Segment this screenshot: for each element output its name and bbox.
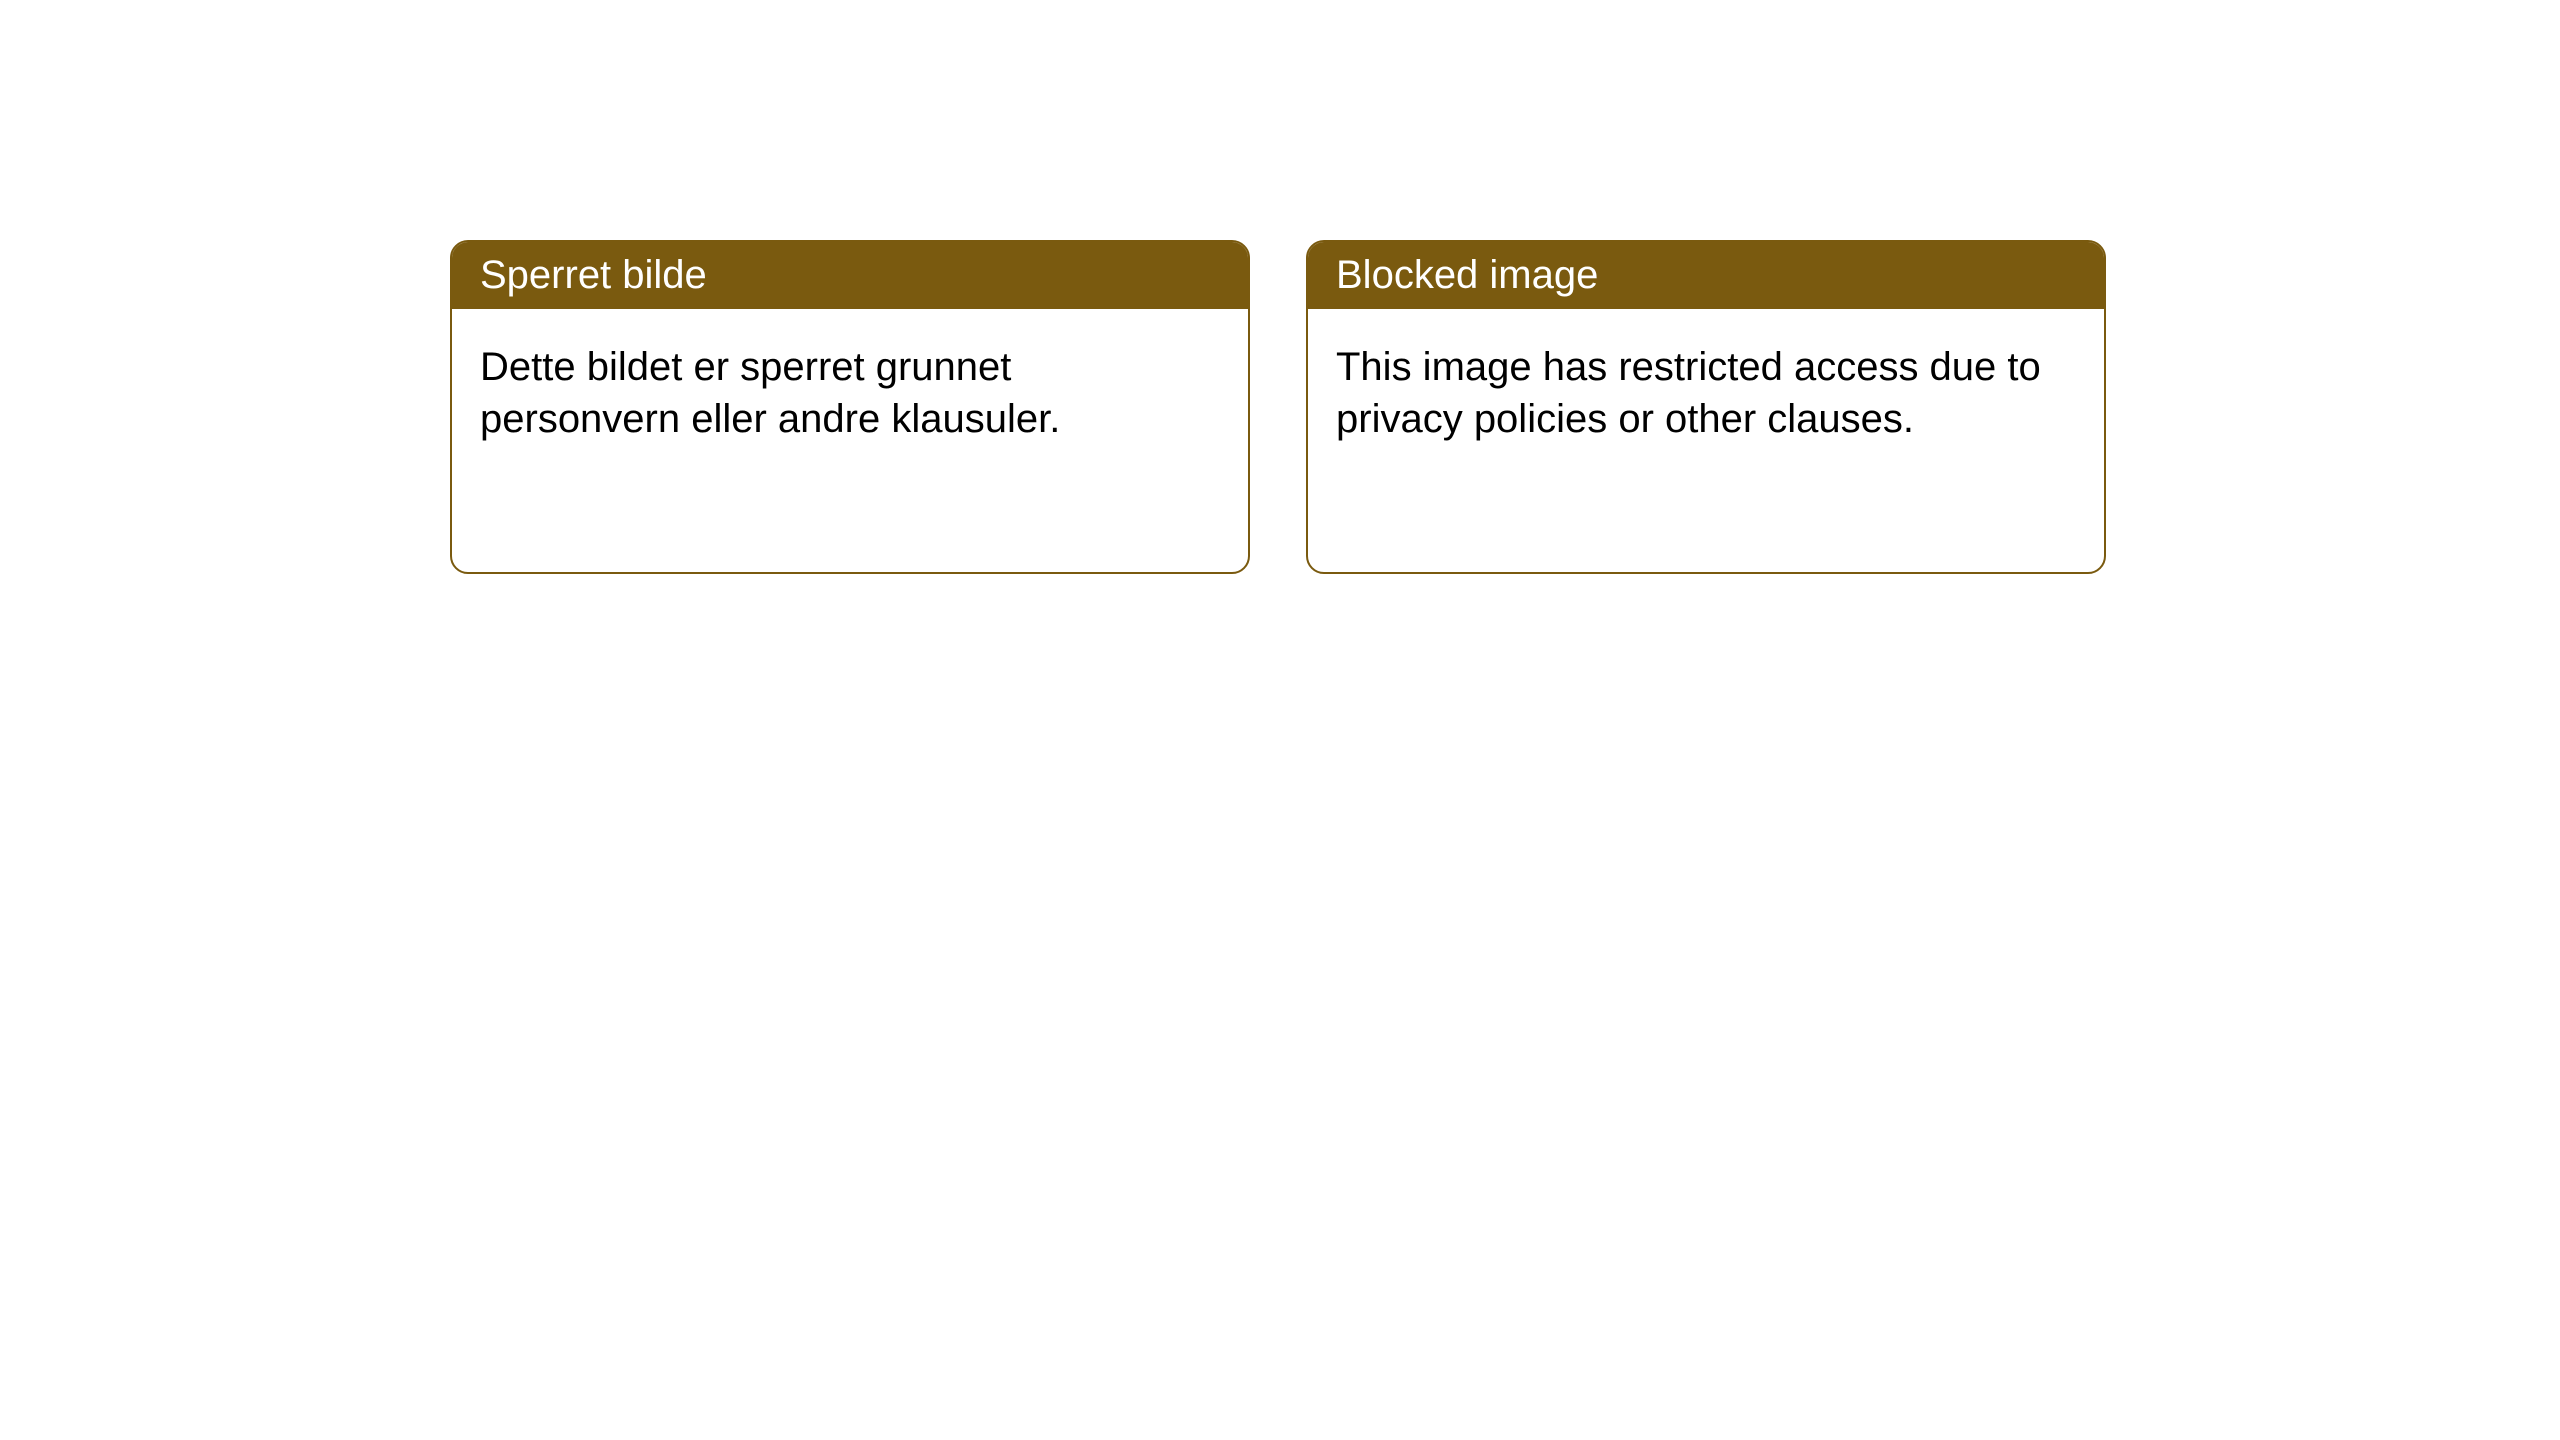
notice-card-norwegian: Sperret bilde Dette bildet er sperret gr… — [450, 240, 1250, 574]
card-body-text: Dette bildet er sperret grunnet personve… — [480, 345, 1060, 441]
card-body-text: This image has restricted access due to … — [1336, 345, 2041, 441]
card-header: Blocked image — [1308, 242, 2104, 309]
notice-card-english: Blocked image This image has restricted … — [1306, 240, 2106, 574]
card-title: Sperret bilde — [480, 253, 707, 297]
card-body: This image has restricted access due to … — [1308, 309, 2104, 477]
notice-container: Sperret bilde Dette bildet er sperret gr… — [450, 240, 2106, 574]
card-title: Blocked image — [1336, 253, 1598, 297]
card-body: Dette bildet er sperret grunnet personve… — [452, 309, 1248, 477]
card-header: Sperret bilde — [452, 242, 1248, 309]
